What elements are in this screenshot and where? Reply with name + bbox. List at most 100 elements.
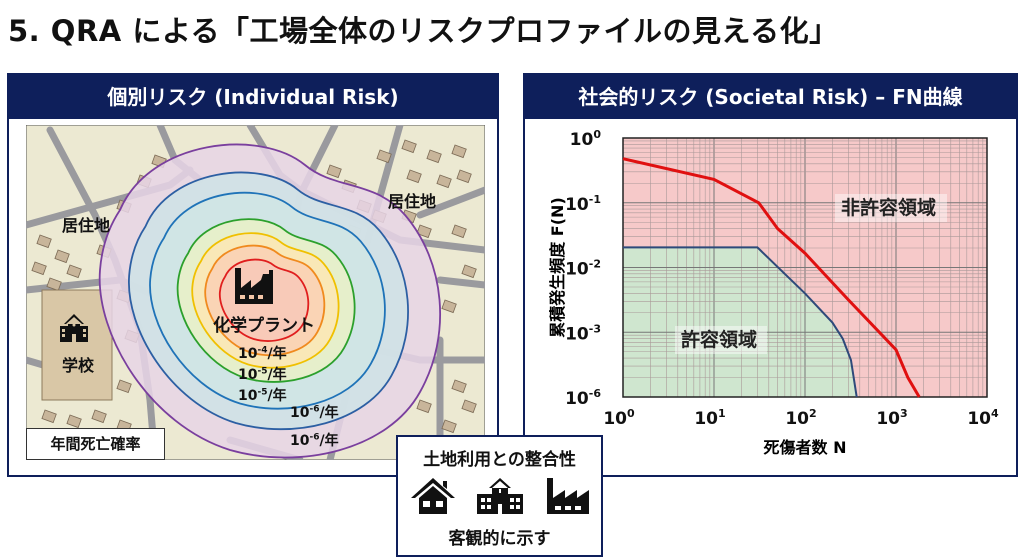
house-icon: [410, 478, 455, 514]
acceptable-region-label: 許容領域: [681, 328, 757, 351]
y-tick-label: 10-6: [565, 387, 601, 409]
building: [451, 224, 467, 239]
tick-exp: -6: [589, 387, 602, 400]
building: [461, 399, 477, 414]
tick-exp: 1: [718, 407, 726, 420]
building: [41, 409, 57, 424]
building: [451, 144, 467, 159]
contour-label-unit: /年: [267, 367, 287, 383]
fn-curve: [622, 157, 921, 398]
residential-label-right: 居住地: [388, 192, 437, 211]
building: [326, 164, 342, 179]
contour-label: 10-5/年: [238, 385, 287, 405]
building: [426, 149, 442, 164]
tick-exp: 0: [627, 407, 635, 420]
contour-label-unit: /年: [267, 346, 287, 362]
land-use-box: 土地利用との整合性 客観的に示す: [396, 435, 603, 557]
tick-base: 10: [603, 409, 627, 429]
contour-label-base: 10: [238, 346, 258, 362]
contour-label-unit: /年: [319, 405, 339, 421]
contour-label: 10-6/年: [290, 402, 339, 422]
contour-label: 10-4/年: [238, 343, 287, 363]
building: [441, 299, 457, 314]
contour-label-exp: -5: [257, 387, 268, 398]
contour-label-base: 10: [290, 405, 310, 421]
tick-exp: 3: [900, 407, 908, 420]
tick-base: 10: [876, 409, 900, 429]
y-tick-label: 10-3: [565, 322, 601, 344]
building: [31, 261, 47, 276]
legend-annual-death-probability: 年間死亡確率: [26, 428, 165, 460]
tick-base: 10: [565, 195, 589, 215]
contour-label-unit: /年: [267, 388, 287, 404]
x-tick-label: 103: [876, 407, 907, 429]
tick-exp: 4: [991, 407, 999, 420]
tick-base: 10: [565, 260, 589, 280]
building: [116, 379, 132, 394]
x-tick-label: 100: [603, 407, 635, 429]
building: [456, 169, 472, 184]
building: [416, 399, 432, 414]
land-use-caption: 客観的に示す: [448, 529, 551, 549]
building: [406, 169, 422, 184]
tick-exp: -3: [589, 322, 601, 335]
contour-label-base: 10: [238, 367, 258, 383]
tick-base: 10: [565, 324, 589, 344]
tick-exp: -1: [589, 193, 601, 206]
building: [54, 249, 70, 264]
acceptable-region-label-bg: [675, 326, 767, 354]
tick-exp: -2: [589, 258, 601, 271]
acceptable-region: [623, 247, 857, 397]
factory-icon: [235, 268, 273, 304]
building: [451, 379, 467, 394]
contour-label-unit: /年: [319, 433, 339, 449]
y-tick-label: 10-2: [565, 258, 601, 280]
contour-label: 10-6/年: [290, 430, 339, 450]
building: [441, 419, 457, 434]
y-axis-label: 累積発生頻度 F(N): [548, 197, 567, 338]
school-label: 学校: [62, 356, 95, 375]
tick-base: 10: [967, 409, 991, 429]
residential-label-left: 居住地: [62, 216, 111, 235]
x-tick-label: 102: [785, 407, 816, 429]
y-tick-label: 10-1: [565, 193, 601, 215]
contour-label-exp: -5: [257, 366, 268, 377]
contour-label-exp: -4: [257, 345, 268, 356]
unacceptable-region-label-bg: [835, 194, 947, 222]
contour-label-exp: -6: [309, 404, 320, 415]
factory-building-icon: [546, 478, 589, 514]
tick-base: 10: [565, 389, 589, 409]
school-icon: [60, 314, 88, 342]
y-tick-label: 100: [570, 128, 602, 150]
building: [376, 149, 392, 164]
plant-label: 化学プラント: [213, 316, 315, 336]
contour-label: 10-5/年: [238, 364, 287, 384]
acceptable-limit-line: [623, 246, 858, 398]
contour-label-base: 10: [238, 388, 258, 404]
individual-risk-header: 個別リスク (Individual Risk): [9, 75, 497, 119]
building: [401, 139, 417, 154]
building: [66, 414, 82, 429]
tick-exp: 2: [809, 407, 817, 420]
x-tick-label: 104: [967, 407, 999, 429]
building: [46, 277, 62, 292]
unacceptable-region-label: 非許容領域: [841, 196, 936, 219]
building: [91, 409, 107, 424]
building: [36, 234, 52, 249]
plot-frame: [622, 137, 988, 398]
building: [436, 174, 452, 189]
building: [461, 264, 477, 279]
societal-risk-header: 社会的リスク (Societal Risk) – FN曲線: [525, 75, 1016, 119]
school-grounds: [41, 289, 113, 401]
land-use-title: 土地利用との整合性: [423, 450, 576, 470]
contour-label-base: 10: [290, 433, 310, 449]
tick-base: 10: [570, 130, 594, 150]
tick-exp: 0: [593, 128, 601, 141]
x-tick-label: 101: [694, 407, 725, 429]
tick-base: 10: [694, 409, 718, 429]
contour-label-exp: -6: [309, 432, 320, 443]
building: [416, 224, 432, 239]
page-title: 5. QRA による「工場全体のリスクプロファイルの見える化」: [8, 14, 839, 48]
x-axis-label: 死傷者数 N: [764, 438, 847, 457]
